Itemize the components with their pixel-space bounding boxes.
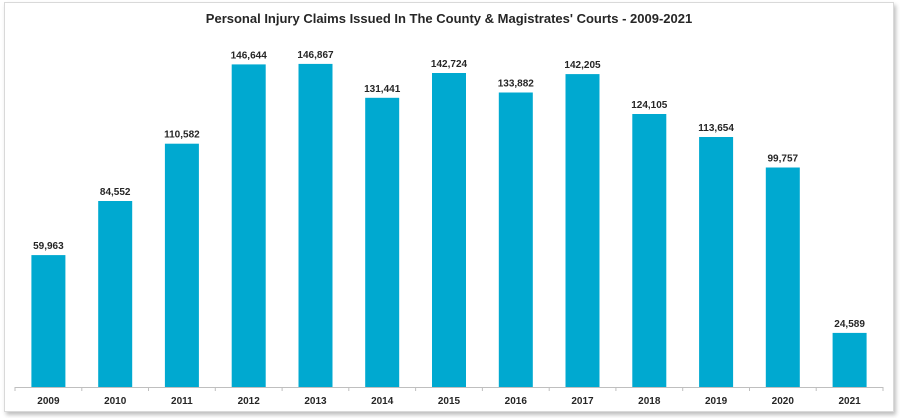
x-tick-label-2014: 2014 [371, 396, 394, 407]
data-label-2009: 59,963 [33, 241, 64, 252]
bar-2021 [832, 332, 867, 387]
x-tick-label-2018: 2018 [638, 396, 661, 407]
bar-2014 [365, 97, 400, 388]
x-tick-label-2009: 2009 [37, 396, 60, 407]
bar-2013 [298, 63, 333, 388]
x-tick-label-2019: 2019 [705, 396, 728, 407]
bar-chart: 59,963 84,552 110,582 146,644 146,867 131,441… [14, 50, 884, 407]
bar-2010 [98, 201, 133, 387]
x-tick-label-2015: 2015 [438, 396, 461, 407]
chart-title: Personal Injury Claims Issued In The Cou… [205, 11, 693, 26]
data-label-2020: 99,757 [768, 154, 799, 165]
x-tick-label-2021: 2021 [838, 396, 861, 407]
bar-2019 [699, 137, 734, 387]
bar-2016 [498, 92, 533, 387]
data-label-2015: 142,724 [431, 59, 468, 70]
bar-2011 [164, 143, 199, 387]
bar-2012 [231, 64, 266, 388]
x-tick-label-2020: 2020 [772, 396, 795, 407]
data-label-2011: 110,582 [164, 130, 200, 141]
data-label-2018: 124,105 [631, 100, 668, 111]
bar-2018 [632, 114, 667, 387]
x-tick-label-2017: 2017 [571, 396, 594, 407]
data-label-2016: 133,882 [498, 79, 535, 90]
data-label-2014: 131,441 [364, 84, 401, 95]
x-tick-label-2013: 2013 [304, 396, 327, 407]
data-label-2019: 113,654 [698, 123, 734, 134]
bar-2015 [432, 73, 466, 387]
x-tick-label-2016: 2016 [505, 396, 528, 407]
x-tick-label-2011: 2011 [171, 396, 193, 407]
chart-frame: Personal Injury Claims Issued In The Cou… [4, 2, 894, 412]
data-label-2017: 142,205 [564, 60, 601, 71]
data-label-2021: 24,589 [834, 319, 865, 330]
bar-2009 [31, 255, 66, 387]
data-label-2013: 146,867 [297, 50, 334, 61]
bar-2017 [565, 74, 600, 387]
bar-2020 [765, 167, 800, 387]
x-tick-label-2010: 2010 [104, 396, 127, 407]
x-tick-label-2012: 2012 [238, 396, 261, 407]
data-label-2012: 146,644 [231, 50, 268, 61]
data-label-2010: 84,552 [100, 187, 131, 198]
